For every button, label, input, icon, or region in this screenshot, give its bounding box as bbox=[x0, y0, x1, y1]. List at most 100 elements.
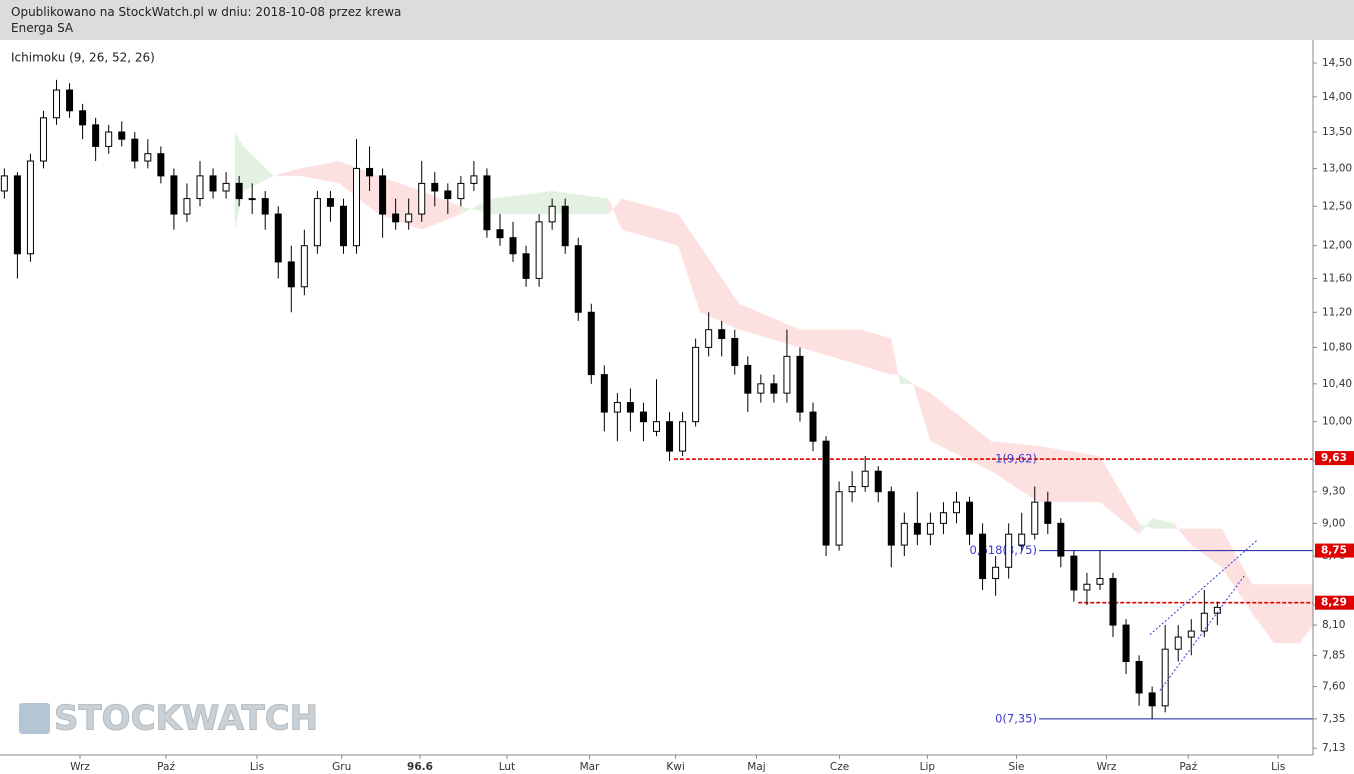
candle-body bbox=[692, 346, 700, 423]
cloud-segment bbox=[1221, 528, 1253, 614]
y-tick-label: 10,80 bbox=[1322, 341, 1352, 353]
candle-body bbox=[561, 205, 569, 247]
y-tick-label: 10,40 bbox=[1322, 378, 1352, 390]
cloud-segment bbox=[891, 338, 900, 384]
candle-body bbox=[900, 522, 908, 546]
candle-body bbox=[405, 213, 413, 223]
candle-body bbox=[496, 229, 504, 239]
cloud-segment bbox=[678, 214, 700, 313]
candle-body bbox=[431, 182, 439, 192]
x-tick-label: Wrz bbox=[70, 761, 90, 773]
candle-body bbox=[822, 440, 830, 546]
candle-body bbox=[939, 512, 947, 524]
y-tick-label: 12,00 bbox=[1322, 240, 1352, 252]
candle-body bbox=[718, 329, 726, 339]
candle-body bbox=[757, 383, 765, 394]
candle-body bbox=[653, 421, 660, 432]
cloud-segment bbox=[913, 383, 931, 442]
candle-body bbox=[770, 383, 778, 394]
candle-body bbox=[1083, 583, 1091, 591]
candle-body bbox=[705, 329, 713, 348]
candle-body bbox=[548, 205, 556, 223]
candle-body bbox=[913, 522, 921, 535]
candle-body bbox=[1096, 578, 1104, 585]
candle-body bbox=[26, 160, 34, 255]
cloud-segment bbox=[1273, 584, 1300, 644]
price-tag-label: 9,63 bbox=[1321, 452, 1347, 464]
cloud-segment bbox=[621, 198, 679, 246]
x-tick-label: Mar bbox=[580, 761, 600, 773]
y-tick-label: 9,30 bbox=[1322, 486, 1345, 498]
candle-body bbox=[848, 486, 856, 493]
candle-body bbox=[339, 205, 347, 247]
candle-body bbox=[1057, 522, 1065, 557]
candle-body bbox=[261, 198, 269, 215]
cloud-segment bbox=[991, 441, 1040, 503]
cloud-segment bbox=[699, 245, 740, 330]
candle-body bbox=[1148, 692, 1156, 707]
candle-body bbox=[131, 138, 139, 162]
cloud-segment bbox=[1191, 528, 1222, 568]
candle-body bbox=[13, 175, 21, 255]
candle-body bbox=[1122, 624, 1130, 663]
price-tag bbox=[1315, 595, 1354, 610]
cloud-segment bbox=[1039, 446, 1100, 503]
candle-body bbox=[379, 175, 387, 215]
candle-body bbox=[118, 131, 126, 140]
watermark-icon bbox=[19, 703, 50, 734]
x-tick-label: Wrz bbox=[1097, 761, 1117, 773]
candle-body bbox=[79, 110, 87, 126]
candle-body bbox=[300, 245, 308, 288]
x-tick-label: 96.6 bbox=[407, 761, 433, 773]
candle-body bbox=[457, 182, 465, 200]
candle-body bbox=[887, 491, 895, 546]
indicator-label: Ichimoku (9, 26, 52, 26) bbox=[11, 51, 155, 65]
candle-body bbox=[1031, 501, 1039, 535]
y-tick-label: 7,85 bbox=[1322, 649, 1345, 661]
candle-body bbox=[1005, 533, 1013, 568]
x-tick-label: Lut bbox=[499, 761, 515, 773]
candle-body bbox=[744, 364, 752, 394]
candle-body bbox=[992, 566, 1000, 580]
candle-body bbox=[144, 153, 152, 162]
candle-body bbox=[861, 470, 869, 488]
candle-body bbox=[235, 182, 243, 200]
candle-body bbox=[183, 198, 191, 215]
candle-body bbox=[287, 261, 295, 288]
cloud-segment bbox=[930, 393, 992, 472]
candle-body bbox=[66, 89, 74, 112]
candle-body bbox=[613, 402, 621, 413]
candle-body bbox=[679, 421, 687, 452]
watermark-text: STOCKWATCH bbox=[54, 699, 318, 739]
cloud-segment bbox=[1152, 518, 1174, 529]
candle-body bbox=[783, 355, 791, 394]
candle-body bbox=[0, 175, 8, 192]
cloud-segment bbox=[1252, 584, 1274, 644]
cloud-segment bbox=[860, 329, 892, 375]
y-tick-label: 12,50 bbox=[1322, 200, 1352, 212]
x-tick-label: Lip bbox=[920, 761, 936, 773]
x-tick-label: Maj bbox=[747, 761, 765, 773]
candle-body bbox=[639, 411, 647, 423]
price-tag bbox=[1315, 543, 1354, 558]
cloud-segment bbox=[552, 190, 609, 215]
level-label: 0(7,35) bbox=[995, 711, 1037, 725]
candle-body bbox=[796, 355, 804, 413]
candle-body bbox=[1070, 555, 1078, 591]
candle-body bbox=[483, 175, 491, 231]
cloud-segment bbox=[1139, 518, 1153, 535]
candle-body bbox=[926, 522, 934, 535]
candle-body bbox=[587, 311, 595, 376]
candle-body bbox=[666, 421, 674, 452]
cloud-segment bbox=[739, 303, 800, 348]
header-line: Energa SA bbox=[11, 21, 74, 35]
candle-body bbox=[92, 124, 100, 147]
candle-body bbox=[874, 470, 882, 493]
candle-body bbox=[1018, 533, 1026, 546]
candle-body bbox=[313, 198, 321, 247]
candle-body bbox=[105, 131, 113, 147]
y-tick-label: 9,00 bbox=[1322, 517, 1345, 529]
candle-body bbox=[170, 175, 178, 215]
candle-body bbox=[509, 237, 517, 255]
